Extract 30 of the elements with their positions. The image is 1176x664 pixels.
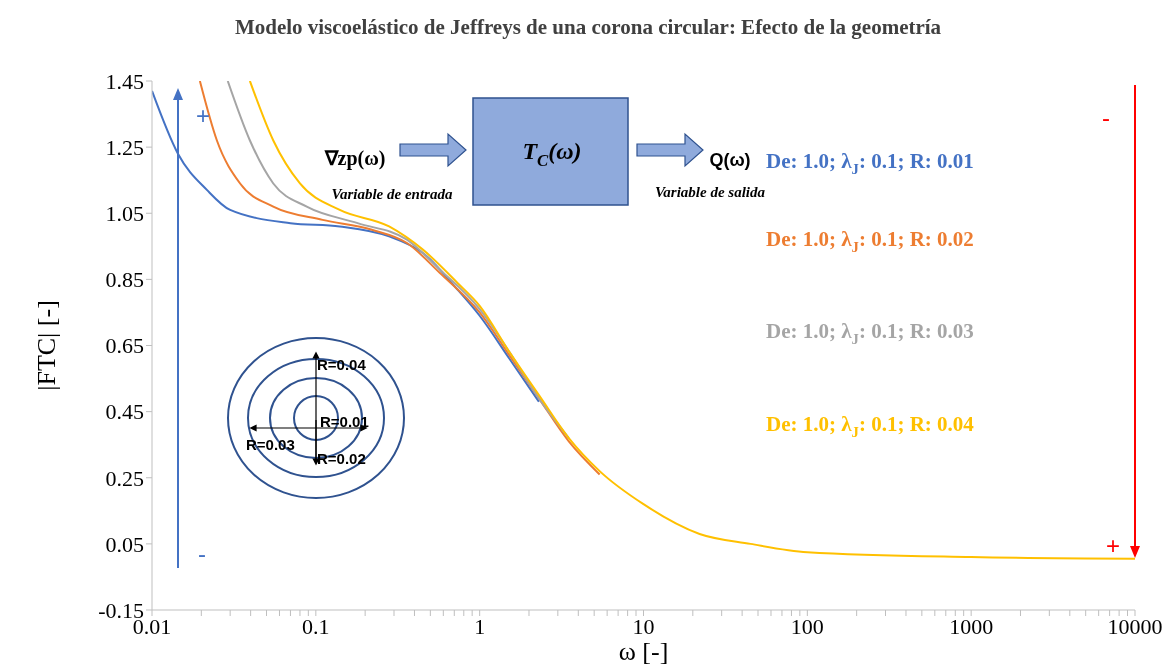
y-axis-title: |FTC| [-] [32,300,62,391]
y-tick-label: 0.05 [105,531,144,557]
y-tick-label: 0.45 [105,399,144,425]
y-tick-label: 1.05 [105,201,144,227]
x-tick-label: 0.1 [302,613,330,639]
x-tick-label: 10000 [1107,613,1163,639]
y-tick-label: 0.65 [105,333,144,359]
annotation: + [1106,532,1121,560]
text: De: 1.0; λ$_{J}$: 0.1; R: 0.03 [766,318,974,348]
x-tick-label: 10 [632,613,655,639]
x-axis-title: ω [-] [618,637,669,664]
annotation: Variable de entrada [331,186,453,203]
y-tick-label: 1.25 [105,134,144,160]
annotation: + [196,102,211,130]
annotation: - [198,540,206,568]
text: De: 1.0; λ$_{J}$: 0.1; R: 0.02 [766,226,974,256]
text: De: 1.0; λ$_{J}$: 0.1; R: 0.04 [766,411,975,441]
annotation: ∇zp(ω) [323,146,386,170]
annotation: Q(ω) [709,149,751,170]
annotation: Variable de salida [654,184,766,201]
y-tick-label: 0.25 [105,465,144,491]
text: De: 1.0; λ$_{J}$: 0.1; R: 0.01 [766,148,974,178]
chart-title: Modelo viscoelástico de Jeffreys de una corona circular: Efecto de la geometría [234,15,942,39]
annotation: T$_{C}$(ω) [522,137,582,171]
annotation: - [1102,104,1110,132]
x-tick-label: 100 [790,613,824,639]
y-tick-label: 0.85 [105,267,144,293]
y-tick-label: 1.45 [105,68,144,94]
x-tick-label: 1000 [949,613,994,639]
x-tick-label: 1 [474,613,486,639]
